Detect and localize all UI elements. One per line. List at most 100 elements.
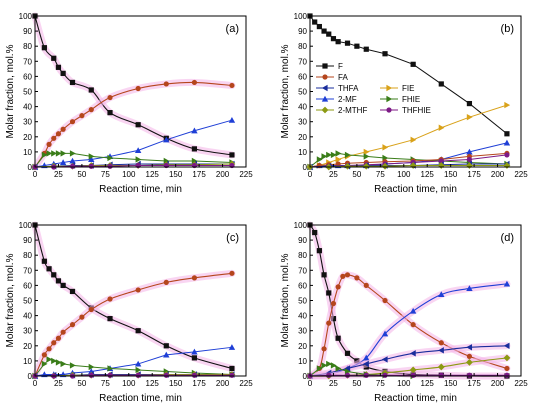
- series-fa: [306, 271, 511, 380]
- y-tick-label: 90: [298, 236, 307, 245]
- series-fa-point: [55, 131, 62, 137]
- series-fa-point: [344, 272, 351, 278]
- x-tick-label: 150: [444, 379, 458, 388]
- x-tick-label: 125: [146, 170, 160, 179]
- legend-label: FHIE: [402, 95, 420, 104]
- series-fie-point: [335, 156, 342, 163]
- series-fa-point: [504, 365, 510, 372]
- series-thfa-point: [466, 344, 473, 351]
- panel-3: 0 25 50 75 100 125 150 175 200 225 0 10 20 30 40 50 60 70…: [5, 221, 253, 404]
- series-f-point: [326, 31, 332, 37]
- legend: F FA THFA 2-MF 2-MTHF FIE FHIE THFHIE: [316, 62, 431, 115]
- legend-marker: [321, 84, 328, 92]
- legend-marker: [386, 107, 392, 113]
- y-tick-label: 70: [23, 57, 32, 66]
- series-fa-point: [69, 322, 76, 328]
- series-fhie-point: [60, 360, 67, 368]
- series-f-point: [344, 350, 351, 356]
- series-fhie-point: [330, 151, 337, 159]
- series-fhie-point: [135, 156, 142, 163]
- x-tick-label: 200: [216, 170, 230, 179]
- legend-entry-fhie: FHIE: [380, 95, 420, 104]
- x-tick-label: 150: [444, 170, 458, 179]
- series-fa-point: [191, 275, 198, 281]
- series-2-mthf-point: [437, 363, 445, 371]
- series-2-mf-point: [163, 136, 170, 143]
- series-f-point: [191, 146, 198, 152]
- series-fa-point: [88, 306, 94, 313]
- y-tick-label: 90: [23, 27, 32, 36]
- y-tick-label: 10: [298, 357, 307, 366]
- x-tick-label: 200: [216, 379, 230, 388]
- panel-label: (d): [501, 232, 514, 244]
- y-tick-label: 20: [23, 133, 32, 142]
- series-f-point: [163, 343, 169, 349]
- panel-label: (b): [501, 23, 514, 35]
- series-fhie-point: [107, 154, 114, 162]
- x-tick-label: 225: [514, 379, 528, 388]
- y-tick-label: 90: [298, 27, 307, 36]
- y-tick-label: 30: [23, 327, 32, 336]
- series-2-mthf-point: [466, 359, 473, 366]
- series-f-point: [191, 355, 198, 361]
- x-tick-label: 125: [421, 379, 435, 388]
- series-f-point: [135, 328, 141, 334]
- series-f-point: [335, 335, 341, 341]
- x-tick-label: 75: [376, 170, 385, 179]
- x-axis-label: Reaction time, min: [374, 393, 457, 404]
- series-f-point: [382, 51, 388, 57]
- series-2-mf-point: [228, 344, 236, 350]
- legend-label: FIE: [402, 84, 414, 93]
- series-fa-point: [191, 79, 198, 86]
- x-tick-label: 200: [491, 379, 505, 388]
- y-tick-label: 30: [23, 118, 32, 127]
- series-f-point: [312, 19, 318, 25]
- series-f-point: [41, 45, 47, 51]
- series-thfhie-point: [504, 372, 510, 378]
- series-f-point: [55, 278, 62, 284]
- y-tick-label: 10: [298, 148, 307, 157]
- series-2-mf-point: [88, 156, 95, 163]
- x-tick-label: 175: [192, 379, 206, 388]
- panel-label: (c): [226, 232, 239, 244]
- series-2-mf-point: [503, 280, 511, 287]
- series-fa-point: [107, 296, 113, 302]
- series-f-point: [135, 122, 141, 128]
- y-tick-label: 80: [23, 42, 32, 51]
- series-thfa: [306, 342, 511, 380]
- series-fie-point: [504, 101, 511, 109]
- series-f-point: [321, 272, 327, 278]
- y-tick-label: 70: [298, 266, 307, 275]
- series-thfhie-point: [438, 372, 444, 378]
- x-tick-label: 100: [397, 170, 411, 179]
- series-thfa-point: [409, 350, 416, 357]
- x-tick-label: 0: [308, 379, 313, 388]
- series-fhie-point: [330, 362, 337, 369]
- series-f-point: [316, 248, 322, 254]
- y-tick-label: 0: [28, 163, 33, 172]
- series-fa-point: [363, 282, 369, 288]
- plot-frame: [34, 224, 247, 377]
- series-fhie-point: [316, 365, 323, 372]
- series-fa-point: [69, 119, 76, 125]
- y-axis-label: Molar fraction, mol.%: [5, 44, 16, 138]
- x-tick-label: 0: [33, 379, 38, 388]
- series-thfhie-point: [135, 372, 141, 378]
- series-fhie-point: [55, 150, 62, 157]
- series-fa-point: [60, 126, 66, 132]
- series-f-point: [51, 272, 57, 278]
- x-tick-label: 75: [101, 379, 110, 388]
- series-fie-point: [363, 148, 370, 156]
- series-f-point: [354, 43, 360, 49]
- series-fa-point: [229, 82, 235, 89]
- series-fa-point: [229, 270, 235, 276]
- series-f-point: [410, 61, 416, 67]
- series-fhie-point: [107, 365, 114, 372]
- y-tick-label: 50: [23, 297, 32, 306]
- series-2-mf-point: [438, 291, 445, 298]
- x-axis-label: Reaction time, min: [374, 184, 457, 195]
- series-thfhie-point: [466, 372, 473, 378]
- y-tick-label: 20: [23, 342, 32, 351]
- legend-label: F: [338, 62, 343, 71]
